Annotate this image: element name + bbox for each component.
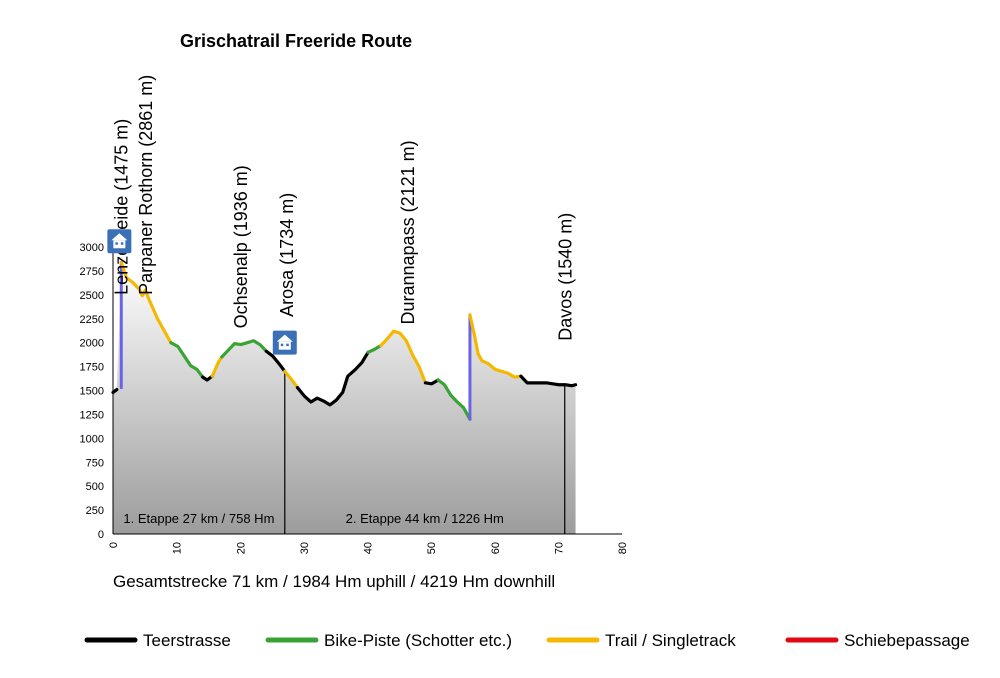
place-label-3: Ochsenalp (1936 m) <box>231 165 251 328</box>
trail-segment-6 <box>210 355 224 378</box>
legend-item-road: Teerstrasse <box>84 631 231 650</box>
y-tick-label: 250 <box>86 505 104 517</box>
y-tick-label: 1750 <box>80 362 104 374</box>
place-label-6: Davos (1540 m) <box>556 213 576 341</box>
chart-title: Grischatrail Freeride Route <box>180 31 412 51</box>
place-label-5: Durannapass (2121 m) <box>398 140 418 324</box>
legend-label: Bike-Piste (Schotter etc.) <box>324 631 512 650</box>
axes <box>112 247 622 535</box>
x-tick-label: 40 <box>363 542 375 554</box>
hut-icons <box>107 229 297 355</box>
y-tick-label: 0 <box>98 529 104 541</box>
x-tick-label: 10 <box>172 542 184 554</box>
trail-segment-9 <box>283 369 300 390</box>
x-tick-label: 50 <box>426 542 438 554</box>
y-tick-label: 2250 <box>80 314 104 326</box>
legend-item-gravel: Bike-Piste (Schotter etc.) <box>265 631 512 650</box>
road-segment-5 <box>201 374 214 382</box>
y-tick-labels: 0 250 500 750 1000 1250 1500 1750 2000 2250 2500 27… <box>80 242 104 541</box>
y-tick-label: 2750 <box>80 266 104 278</box>
stage-dividers <box>284 371 566 534</box>
y-tick-label: 3000 <box>80 242 104 254</box>
stage-labels: 1. Etappe 27 km / 758 Hm 2. Etappe 44 km … <box>123 511 504 526</box>
gravel-segment-7 <box>220 339 268 359</box>
road-segment-8 <box>264 349 287 373</box>
route-summary: Gesamtstrecke 71 km / 1984 Hm uphill / 4… <box>113 572 555 591</box>
x-tick-label: 20 <box>235 542 247 554</box>
place-label-2: Parpaner Rothorn (2861 m) <box>136 75 156 295</box>
hut-icon <box>272 330 297 355</box>
legend-item-trail: Trail / Singletrack <box>546 631 736 650</box>
place-label-1: Lenzerheide (1475 m) <box>112 119 132 295</box>
legend-label: Trail / Singletrack <box>605 631 736 650</box>
y-tick-label: 500 <box>86 481 104 493</box>
elevation-area <box>113 262 576 534</box>
y-tick-label: 2500 <box>80 290 104 302</box>
trail-segment-12 <box>379 329 427 385</box>
y-tick-label: 1000 <box>80 433 104 445</box>
y-tick-label: 1500 <box>80 386 104 398</box>
place-label-4: Arosa (1734 m) <box>277 193 297 317</box>
legend-label: Schiebepassage <box>844 631 970 650</box>
route-segments <box>111 260 578 421</box>
x-tick-labels: 0 10 20 30 40 50 60 70 80 <box>108 542 629 554</box>
stage-label-2: 2. Etappe 44 km / 1226 Hm <box>346 511 504 526</box>
x-tick-label: 30 <box>299 542 311 554</box>
legend-item-push: Schiebepassage <box>785 631 970 650</box>
legend-label: Teerstrasse <box>143 631 231 650</box>
road-segment-10 <box>295 350 370 407</box>
gravel-segment-4 <box>169 341 205 379</box>
place-labels: Lenzerheide (1475 m) Parpaner Rothorn (28… <box>112 75 576 341</box>
stage-label-1: 1. Etappe 27 km / 758 Hm <box>123 511 274 526</box>
gravel-segment-14 <box>436 378 472 421</box>
y-tick-label: 750 <box>86 457 104 469</box>
road-segment-1 <box>111 387 119 395</box>
road-segment-17 <box>519 374 578 388</box>
road-segment-13 <box>423 378 440 386</box>
trail-segment-16 <box>468 313 523 379</box>
trail-segment-3 <box>119 260 173 345</box>
legend: Teerstrasse Bike-Piste (Schotter etc.) Tra… <box>84 631 970 650</box>
y-tick-label: 2000 <box>80 338 104 350</box>
x-tick-label: 0 <box>108 542 120 548</box>
x-tick-label: 80 <box>617 542 629 554</box>
hut-icon <box>107 229 132 254</box>
gravel-segment-11 <box>366 343 383 354</box>
y-tick-label: 1250 <box>80 409 104 421</box>
x-tick-label: 70 <box>553 542 565 554</box>
x-tick-label: 60 <box>490 542 502 554</box>
